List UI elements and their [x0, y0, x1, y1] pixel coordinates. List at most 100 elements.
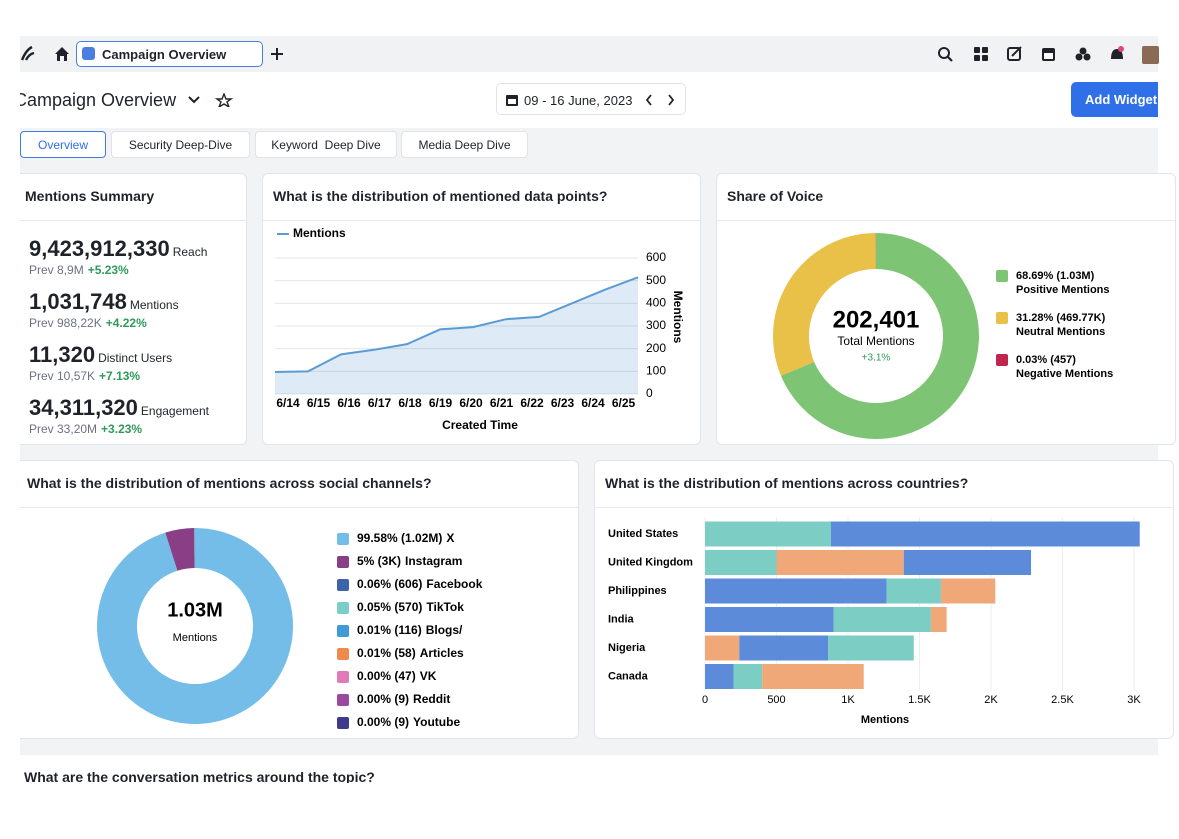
line-chart: 0 100 200 300 400 500 600 6/14 6/15 6/16 6/17 6/18 6… [274, 226, 685, 432]
legend-value: 0.03% (457) [1016, 354, 1076, 366]
metric-label: Reach [172, 245, 208, 259]
countries-card: 0 500 1K 1.5K 2K 2.5K 3K Mentions United States U… [594, 460, 1174, 739]
legend-value: 0.00% (9) [357, 715, 409, 729]
metric-change: +7.13% [99, 369, 141, 383]
tab[interactable]: Overview [20, 131, 106, 158]
metric-change: +3.23% [101, 422, 143, 436]
x-tick-label: 6/23 [551, 396, 575, 410]
metric-label: Mentions [129, 298, 179, 312]
card-title: Share of Voice [727, 188, 824, 204]
tab[interactable]: Media Deep Dive [401, 131, 528, 158]
legend-label: TikTok [426, 600, 464, 614]
sov-card: 68.69% (1.03M) Positive Mentions 31.28% (4… [716, 173, 1176, 445]
center-value: 202,401 [833, 306, 920, 333]
x-tick-label: 6/22 [520, 396, 544, 410]
x-tick-label: 6/16 [337, 396, 361, 410]
card-title: Mentions Summary [25, 188, 155, 204]
line-card: 0 100 200 300 400 500 600 6/14 6/15 6/16 6/17 6/18 6… [262, 173, 701, 445]
metric-value: 1,031,748 [29, 289, 127, 314]
y-tick-label: United States [608, 528, 678, 540]
card-title: What is the distribution of mentions acr… [27, 475, 432, 491]
legend-label: Facebook [426, 577, 482, 591]
x-tick-label: 6/24 [581, 396, 605, 410]
legend-entry: 0.01% (116) Blogs/ [357, 623, 463, 637]
legend-value: 0.05% (570) [357, 600, 422, 614]
legend-entry: 0.00% (47) VK [357, 669, 437, 683]
bar-segment [886, 578, 941, 604]
legend-label: Instagram [405, 554, 462, 568]
bar-segment [830, 521, 1140, 547]
calendar-icon [506, 95, 518, 106]
home-icon[interactable] [54, 46, 70, 62]
date-picker[interactable]: 09 - 16 June, 2023 [496, 83, 686, 115]
y-tick-label: 500 [646, 273, 666, 287]
metric: 11,320 Distinct Users Prev 10,57K +7.13% [29, 342, 172, 383]
bottom-section [20, 755, 1158, 839]
legend-swatch [337, 671, 349, 683]
legend-swatch [337, 717, 349, 729]
bar-segment [705, 550, 777, 575]
donut-slice [165, 528, 195, 571]
tab-box[interactable]: Campaign Overview [76, 41, 263, 67]
y-tick-label: 600 [646, 250, 666, 264]
y-tick-label: Philippines [608, 585, 667, 597]
legend-swatch [337, 694, 349, 706]
legend-entry: 0.06% (606) Facebook [357, 577, 483, 591]
x-tick-label: 6/20 [459, 396, 483, 410]
bar-segment [705, 521, 831, 547]
y-tick-label: United Kingdom [608, 556, 693, 568]
donut-slice [780, 233, 979, 439]
legend-swatch [337, 648, 349, 660]
x-tick-label: 3K [1127, 694, 1141, 706]
legend-value: 0.01% (58) [357, 646, 416, 660]
legend-entry: 99.58% (1.02M) X [357, 531, 454, 545]
x-tick-label: 2.5K [1051, 694, 1074, 706]
bar-segment [705, 607, 834, 632]
legend-swatch [337, 602, 349, 614]
y-tick-label: India [608, 613, 635, 625]
summary-card: Mentions Summary 9,423,912,330 Reach Prev … [14, 173, 247, 445]
y-axis-label: Mentions [671, 291, 685, 344]
bar-segment [930, 607, 947, 632]
legend-value: 31.28% (469.77K) [1016, 312, 1106, 324]
center-change: +3.1% [862, 353, 891, 364]
x-axis-label: Created Time [442, 418, 518, 432]
legend-label: Youtube [413, 715, 460, 729]
title-icons[interactable] [187, 93, 233, 107]
add-widget-button[interactable]: Add Widget [1071, 82, 1171, 117]
card-title: What is the distribution of mentioned da… [273, 188, 608, 204]
metric-value: 9,423,912,330 [29, 236, 170, 261]
legend-label: Articles [420, 646, 464, 660]
metric: 34,311,320 Engagement Prev 33,20M +3.23% [29, 395, 209, 436]
legend-entry: 0.00% (9) Reddit [357, 692, 450, 706]
legend-value: 0.01% (116) [357, 623, 422, 637]
metric-label: Distinct Users [98, 351, 173, 365]
tab-label: Campaign Overview [102, 47, 227, 62]
bar-segment [903, 550, 1032, 575]
center-value: 1.03M [167, 599, 223, 621]
x-tick-label: 2K [984, 694, 998, 706]
metric-prev: Prev 8,9M [29, 263, 84, 277]
tab[interactable]: Keyword Deep Dive [255, 131, 397, 158]
metric-value: 34,311,320 [29, 395, 138, 420]
x-tick-label: 500 [767, 694, 785, 706]
card-title: What is the distribution of mentions acr… [605, 475, 969, 491]
metric-change: +5.23% [87, 263, 129, 277]
legend-label: X [446, 531, 454, 545]
x-axis-label: Mentions [861, 714, 909, 726]
add-tab[interactable] [270, 47, 284, 61]
metric-prev: Prev 988,22K [29, 316, 102, 330]
metric: 1,031,748 Mentions Prev 988,22K +4.22% [29, 289, 179, 330]
bar-segment [705, 664, 734, 689]
metric-prev: Prev 10,57K [29, 369, 96, 383]
section-title: What are the conversation metrics around… [24, 769, 375, 783]
metric-value: 11,320 [29, 342, 96, 367]
legend-swatch [337, 625, 349, 637]
legend-entry: 0.00% (9) Youtube [357, 715, 460, 729]
legend-label: Neutral Mentions [1016, 326, 1105, 338]
divider [595, 507, 1173, 508]
bar-segment [705, 635, 740, 661]
date-nav[interactable] [645, 94, 677, 106]
tab[interactable]: Security Deep-Dive [111, 131, 250, 158]
